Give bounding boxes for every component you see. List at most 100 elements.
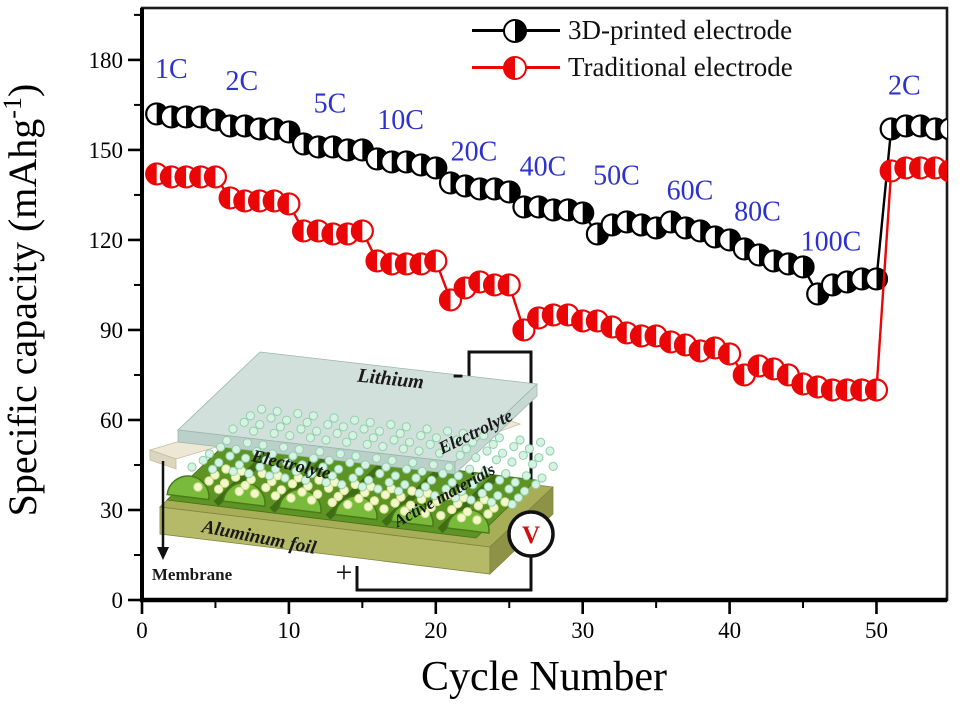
electrolyte-dot-yellow <box>297 487 307 497</box>
electrolyte-dot-mint <box>368 433 378 443</box>
y-tick-label: 90 <box>100 318 123 343</box>
electrolyte-dot-mint <box>255 462 265 472</box>
y-axis-title-end: ) <box>0 84 45 97</box>
electrolyte-dot-mint <box>234 460 244 470</box>
electrolyte-dot-mint <box>417 466 427 476</box>
electrolyte-dot-mint <box>441 442 451 452</box>
electrolyte-dot-mint <box>357 482 367 492</box>
electrolyte-dot-mint <box>241 453 251 463</box>
electrolyte-dot-mint <box>228 424 238 434</box>
electrolyte-dot-yellow <box>287 479 298 489</box>
electrolyte-dot-mint <box>386 420 396 430</box>
electrolyte-dot-mint <box>431 433 441 443</box>
electrolyte-dot-mint <box>534 453 544 463</box>
electrolyte-dot-mint <box>477 488 487 498</box>
electrolyte-dot-mint <box>518 450 528 460</box>
electrolyte-dot-mint <box>545 446 555 456</box>
electrolyte-dot-mint <box>242 438 252 448</box>
electrolyte-dot-mint <box>438 469 448 479</box>
voltmeter-label: V <box>522 522 540 549</box>
data-point-marker <box>497 180 521 204</box>
electrolyte-dot-mint <box>348 473 358 483</box>
rate-label-5c: 5C <box>314 88 347 119</box>
electrolyte-dot-mint <box>493 491 503 501</box>
electrolyte-dot-mint <box>411 473 421 483</box>
data-point-marker <box>438 288 463 312</box>
electrolyte-dot-mint <box>521 471 532 481</box>
electrolyte-dot-mint <box>487 497 497 507</box>
electrolyte-dot-mint <box>327 471 337 481</box>
electrolyte-dot-yellow <box>193 482 203 492</box>
electrolyte-dot-mint <box>450 493 460 503</box>
electrolyte-dot-mint <box>257 404 267 414</box>
electrolyte-dot-mint <box>430 491 440 501</box>
data-point-marker <box>571 201 595 225</box>
electrolyte-dot-mint <box>425 439 435 449</box>
electrolyte-dot-mint <box>307 469 317 479</box>
electrolyte-dot-mint <box>338 422 348 432</box>
rate-label-1c: 1C <box>155 54 188 85</box>
electrolyte-dot-mint <box>528 459 538 469</box>
electrolyte-dot-yellow <box>250 488 260 499</box>
y-axis-title-main: Specific capacity (mAhg <box>0 119 45 517</box>
electrolyte-dot-mint <box>395 428 405 438</box>
electrolyte-dot-mint <box>384 477 394 487</box>
electrolyte-dot-mint <box>315 447 325 457</box>
electrolyte-dot-yellow <box>204 476 214 486</box>
data-point-marker <box>424 156 448 180</box>
electrolyte-dot-yellow <box>426 502 436 513</box>
electrolyte-dot-mint <box>513 493 524 503</box>
membrane-arrow-head <box>157 547 169 560</box>
electrolyte-dot-mint <box>297 460 307 470</box>
electrolyte-dot-yellow <box>379 504 389 514</box>
electrolyte-dot-mint <box>468 480 478 490</box>
membrane-slab-front <box>149 449 177 470</box>
electrolyte-dot-mint <box>269 428 279 438</box>
legend-label-3d: 3D-printed electrode <box>568 15 793 45</box>
data-point-marker <box>864 378 889 402</box>
y-tick-label: 150 <box>89 138 124 163</box>
electrolyte-dot-mint <box>228 466 238 476</box>
electrolyte-dot-yellow <box>436 510 446 521</box>
plus-terminal-label: + <box>336 556 353 589</box>
electrolyte-dot-yellow <box>380 490 391 500</box>
electrolyte-dot-mint <box>390 471 400 481</box>
ridge-bump <box>166 475 210 501</box>
electrolyte-dot-mint <box>261 455 271 465</box>
electrolyte-dot-mint <box>375 426 385 436</box>
legend: 3D-printed electrode Traditional electro… <box>472 12 793 86</box>
electrolyte-dot-mint <box>455 450 465 460</box>
electrolyte-dot-yellow <box>219 478 230 488</box>
legend-symbol-3d <box>472 18 560 44</box>
electrolyte-dot-mint <box>301 475 311 485</box>
electrolyte-dot-yellow <box>213 484 224 494</box>
electrolyte-dot-mint <box>245 411 255 421</box>
electrolyte-dot-mint <box>375 469 385 479</box>
electrolyte-dot-mint <box>324 455 334 465</box>
electrolyte-dot-mint <box>312 426 322 436</box>
electrolyte-dot-mint <box>267 449 277 459</box>
x-tick-label: 40 <box>718 618 741 643</box>
electrolyte-dot-mint <box>400 480 410 490</box>
electrolyte-dot-mint <box>373 484 383 494</box>
electrolyte-dot-mint <box>452 435 462 445</box>
x-axis-title: Cycle Number <box>421 654 667 700</box>
rate-label-50c: 50C <box>593 160 640 191</box>
y-tick-label: 180 <box>89 48 124 73</box>
electrolyte-dot-mint <box>187 462 197 472</box>
electrolyte-dot-mint <box>321 435 331 445</box>
data-point-marker <box>864 267 889 291</box>
electrolyte-dot-yellow <box>462 507 473 517</box>
electrolyte-dot-yellow <box>306 495 317 505</box>
electrolyte-dot-mint <box>491 455 501 465</box>
electrolyte-dot-mint <box>416 431 426 441</box>
electrolyte-dot-mint <box>288 451 298 461</box>
electrolyte-dot-mint <box>302 417 312 427</box>
rate-label-2c: 2C <box>888 70 921 101</box>
lithium-slab-right-face <box>454 383 538 475</box>
electrolyte-dot-mint <box>266 413 276 423</box>
electrolyte-dot-mint <box>531 480 541 490</box>
electrolyte-dot-mint <box>351 451 361 461</box>
electrolyte-dot-yellow <box>327 497 337 508</box>
